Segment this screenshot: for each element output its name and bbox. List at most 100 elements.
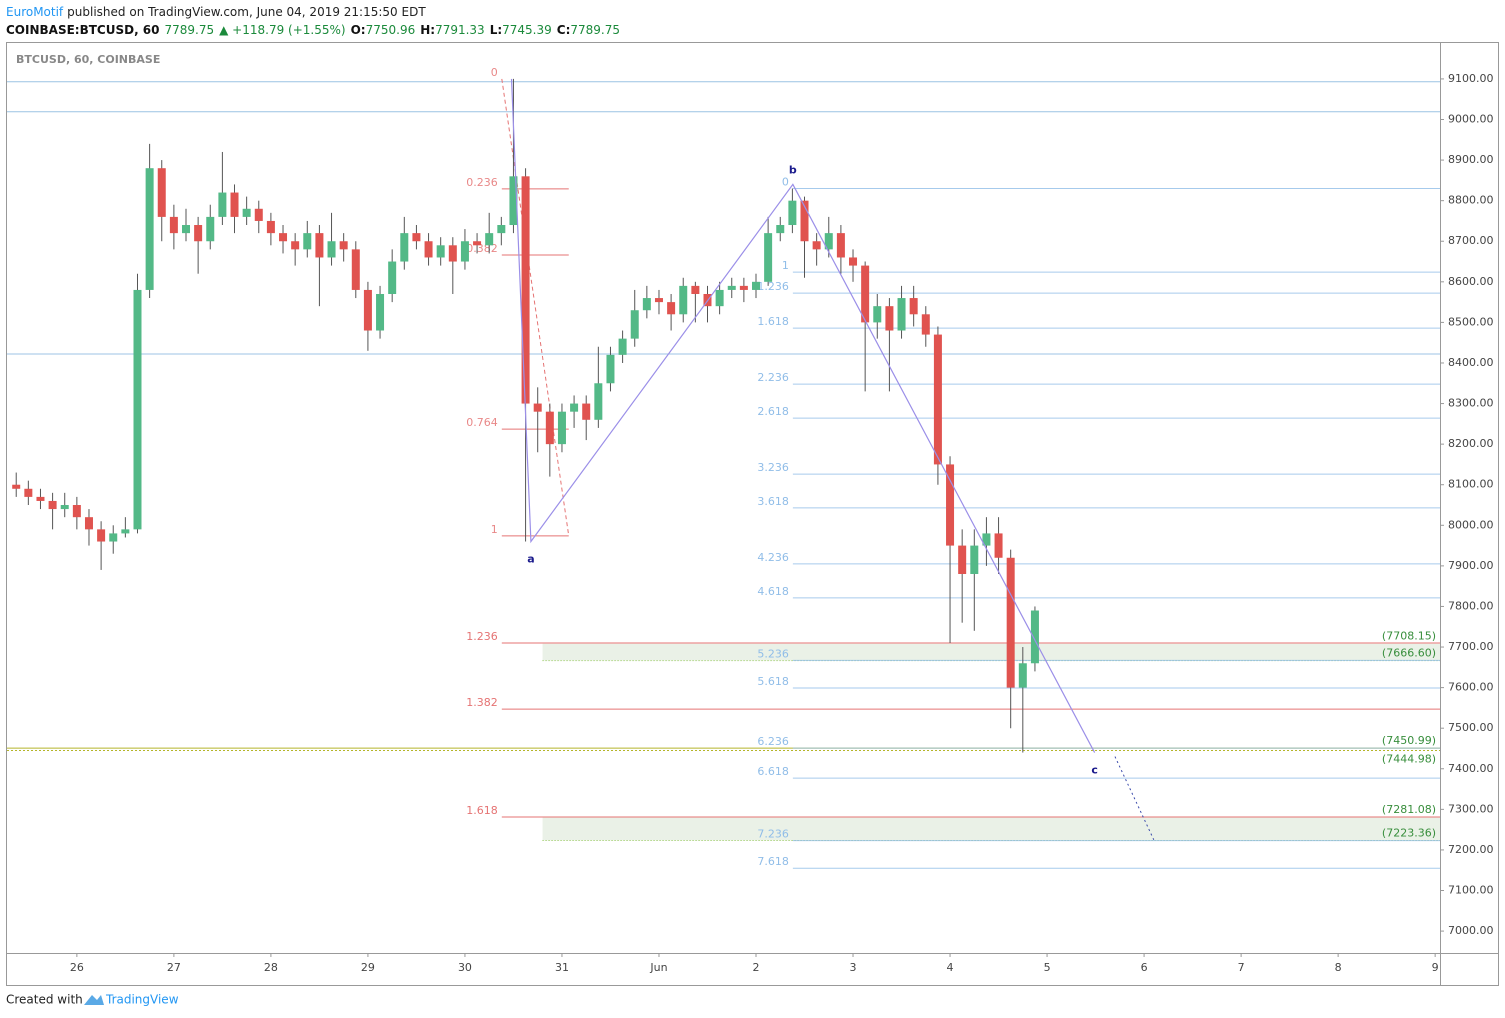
candle-body	[679, 285, 688, 315]
candle-body	[279, 233, 288, 242]
candle-body	[339, 241, 348, 250]
price-label: (7281.08)	[1382, 803, 1436, 816]
fib-ext-label: 7.236	[757, 828, 789, 841]
price-label: (7223.36)	[1382, 826, 1436, 839]
candle-body	[48, 500, 57, 510]
candle-body	[242, 208, 251, 217]
symbol: COINBASE:BTCUSD, 60	[6, 23, 160, 37]
candle-body	[812, 241, 821, 250]
y-tick-label: 8500.00	[1448, 315, 1494, 328]
ohlc-key: H:	[420, 23, 435, 37]
fib-label: 1.618	[466, 804, 498, 817]
candle-body	[1018, 663, 1027, 688]
y-tick-label: 7100.00	[1448, 884, 1494, 897]
target-zone	[542, 643, 1440, 661]
candle-body	[157, 168, 166, 217]
x-tick-label: 8	[1335, 961, 1342, 974]
fib-label: 1.236	[466, 630, 498, 643]
projection	[1114, 756, 1155, 840]
y-tick-label: 8700.00	[1448, 234, 1494, 247]
x-tick-label: 28	[264, 961, 278, 974]
fib-ext-label: 3.618	[757, 495, 789, 508]
fib-ext-label: 2.236	[757, 371, 789, 384]
footer-brand[interactable]: TradingView	[105, 993, 179, 1007]
candle-body	[533, 403, 542, 412]
x-tick-label: 2	[753, 961, 760, 974]
fib-ext-label: 7.618	[757, 855, 789, 868]
candle-body	[594, 383, 603, 420]
x-tick-label: 27	[167, 961, 181, 974]
candle-body	[412, 233, 421, 242]
candle-body	[994, 533, 1003, 558]
ohlc-key: L:	[490, 23, 502, 37]
candle-body	[873, 306, 882, 323]
chart-legend: BTCUSD, 60, COINBASE	[16, 53, 160, 66]
candle-body	[388, 261, 397, 294]
fib-ext-label: 1.236	[757, 280, 789, 293]
price-label: (7444.98)	[1382, 753, 1436, 766]
candle-body	[764, 233, 773, 282]
published: published on TradingView.com, June 04, 2…	[67, 5, 426, 19]
x-tick-label: 4	[947, 961, 954, 974]
candle-body	[776, 225, 785, 234]
fib-ext-label: 5.236	[757, 647, 789, 660]
symbol-line: COINBASE:BTCUSD, 60 7789.75 ▲ +118.79 (+1.…	[6, 23, 620, 37]
candle-body	[521, 176, 530, 404]
candle-body	[72, 505, 81, 518]
y-tick-label: 7300.00	[1448, 802, 1494, 815]
candle-body	[836, 233, 845, 258]
candle-body	[109, 533, 118, 542]
y-tick-label: 7700.00	[1448, 640, 1494, 653]
candle-body	[84, 517, 93, 530]
candle-body	[424, 241, 433, 258]
candle-body	[206, 216, 215, 242]
candle-body	[36, 496, 45, 501]
candle-body	[800, 200, 809, 242]
ohlc-value: 7745.39	[502, 23, 552, 37]
candle-body	[1006, 557, 1015, 688]
candle-body	[727, 285, 736, 290]
candle-body	[60, 505, 69, 510]
target-zone	[542, 817, 1440, 841]
candle-body	[606, 354, 615, 384]
fib-ext-label: 2.618	[757, 405, 789, 418]
header-line: EuroMotif published on TradingView.com, J…	[6, 5, 426, 19]
price-label: (7708.15)	[1382, 630, 1436, 643]
y-tick-label: 8800.00	[1448, 194, 1494, 207]
fib-ext-label: 5.618	[757, 675, 789, 688]
candle-body	[642, 298, 651, 311]
fib-ext-label: 3.236	[757, 461, 789, 474]
candle-body	[194, 225, 203, 242]
candle-body	[824, 233, 833, 250]
footer-created: Created with	[6, 993, 83, 1007]
candle-body	[739, 285, 748, 290]
candle-body	[230, 192, 239, 217]
candle-body	[473, 241, 482, 246]
candle-body	[400, 233, 409, 262]
x-tick-label: 26	[70, 961, 84, 974]
candle-body	[946, 464, 955, 546]
candle-body	[618, 338, 627, 355]
y-tick-label: 8400.00	[1448, 356, 1494, 369]
change: ▲ +118.79 (+1.55%)	[219, 23, 345, 37]
price-label: (7666.60)	[1382, 647, 1436, 660]
candle-body	[897, 298, 906, 331]
y-tick-label: 8100.00	[1448, 478, 1494, 491]
plot: 7000.007100.007200.007300.007400.007500.…	[7, 66, 1494, 974]
author[interactable]: EuroMotif	[6, 5, 64, 19]
candle-body	[885, 306, 894, 331]
candle-body	[133, 289, 142, 530]
candle-body	[1030, 610, 1039, 664]
ohlc-value: 7750.96	[366, 23, 416, 37]
x-tick-label: 29	[361, 961, 375, 974]
fib-ext-label: 4.236	[757, 551, 789, 564]
x-tick-label: 9	[1432, 961, 1439, 974]
fib-ext-label: 6.618	[757, 765, 789, 778]
fib-label: 0	[491, 66, 498, 79]
y-tick-label: 8200.00	[1448, 437, 1494, 450]
fib-label: 1.382	[466, 696, 498, 709]
wave-label: a	[527, 553, 534, 566]
x-tick-label: 31	[555, 961, 569, 974]
